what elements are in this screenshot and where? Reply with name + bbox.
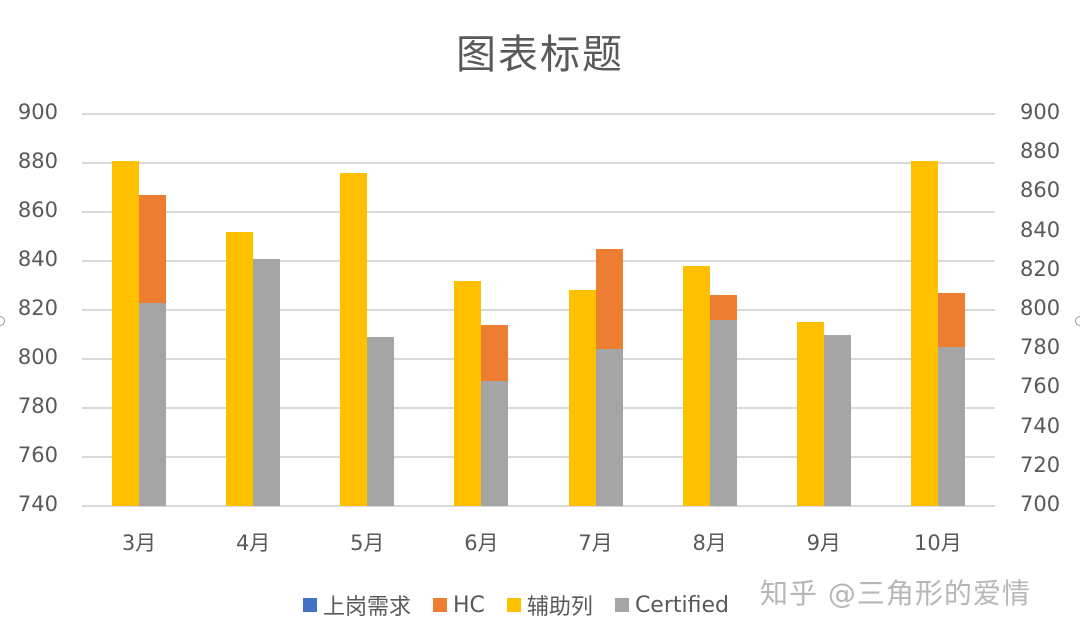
gridline xyxy=(82,260,995,262)
x-axis-label: 5月 xyxy=(350,531,385,555)
bar-fuzhulie[interactable] xyxy=(568,290,596,506)
gridline xyxy=(82,211,995,213)
legend-label: 上岗需求 xyxy=(323,595,412,620)
left-axis-tick: 760 xyxy=(17,443,58,467)
gridline xyxy=(82,407,995,409)
bar-fuzhulie[interactable] xyxy=(340,172,368,506)
legend-item-fuzhulie: 辅助列 xyxy=(506,589,593,621)
right-axis-tick: 720 xyxy=(1020,452,1061,477)
x-axis-label: 9月 xyxy=(806,531,841,555)
chart-title: 图表标题 xyxy=(456,32,624,78)
right-axis-tick: 840 xyxy=(1020,217,1061,242)
right-axis-tick: 700 xyxy=(1020,492,1061,516)
legend-swatch-icon xyxy=(303,598,317,612)
right-axis-tick: 780 xyxy=(1020,335,1061,360)
x-axis-label: 3月 xyxy=(121,531,157,555)
left-axis-tick: 780 xyxy=(17,394,58,418)
bar-fuzhulie[interactable] xyxy=(910,160,938,506)
legend-swatch-icon xyxy=(506,598,521,612)
legend-swatch-icon xyxy=(433,598,448,612)
left-axis-tick: 860 xyxy=(17,198,58,222)
right-axis-tick: 820 xyxy=(1020,256,1061,281)
left-axis-tick: 840 xyxy=(17,247,58,271)
right-axis-tick: 740 xyxy=(1020,413,1061,438)
x-axis-label: 4月 xyxy=(235,531,271,555)
x-axis-label: 10月 xyxy=(914,531,962,555)
bar-certified[interactable] xyxy=(481,381,509,506)
legend-item-hc: HC xyxy=(433,593,485,618)
bar-certified[interactable] xyxy=(367,336,395,506)
plot-area xyxy=(82,113,995,507)
bar-fuzhulie[interactable] xyxy=(454,280,482,506)
gridline xyxy=(82,113,995,115)
gridline xyxy=(82,162,995,164)
gridline xyxy=(82,309,995,311)
x-axis-label: 6月 xyxy=(464,531,499,555)
left-axis-tick: 740 xyxy=(17,492,58,516)
bar-certified[interactable] xyxy=(253,258,281,506)
gridline xyxy=(82,358,995,360)
right-axis-tick: 880 xyxy=(1020,139,1061,164)
left-axis-tick: 820 xyxy=(17,296,58,320)
bar-fuzhulie[interactable] xyxy=(796,322,824,506)
right-axis-tick: 860 xyxy=(1020,178,1061,203)
x-axis-label: 7月 xyxy=(578,531,613,555)
left-axis-tick: 800 xyxy=(17,345,58,369)
bar-certified[interactable] xyxy=(139,302,167,506)
legend-swatch-icon xyxy=(614,598,629,612)
legend-item-shanggang: 上岗需求 xyxy=(303,589,411,621)
x-axis-label: 8月 xyxy=(692,531,727,555)
bar-fuzhulie[interactable] xyxy=(226,231,254,506)
legend-label: HC xyxy=(453,592,485,618)
left-axis-tick: 880 xyxy=(17,149,58,173)
right-axis-tick: 760 xyxy=(1020,374,1061,399)
right-axis-tick: 900 xyxy=(1020,100,1061,124)
bar-fuzhulie[interactable] xyxy=(682,265,710,506)
left-axis-tick: 900 xyxy=(17,100,58,124)
right-axis-tick: 800 xyxy=(1020,296,1061,320)
gridline xyxy=(82,505,995,507)
resize-handle-right[interactable] xyxy=(1075,316,1080,326)
legend-item-certified: Certified xyxy=(614,592,729,618)
gridline xyxy=(82,456,995,458)
legend: 上岗需求 HC 辅助列 Certified xyxy=(303,590,729,620)
watermark: 知乎 @三角形的爱情 xyxy=(760,577,1031,610)
bar-certified[interactable] xyxy=(937,346,965,506)
legend-label: Certified xyxy=(634,592,729,618)
bar-certified[interactable] xyxy=(595,349,623,506)
legend-label: 辅助列 xyxy=(526,595,593,620)
bar-certified[interactable] xyxy=(709,319,737,506)
resize-handle-left[interactable] xyxy=(0,316,5,326)
bar-certified[interactable] xyxy=(823,334,851,506)
bar-fuzhulie[interactable] xyxy=(112,160,140,506)
